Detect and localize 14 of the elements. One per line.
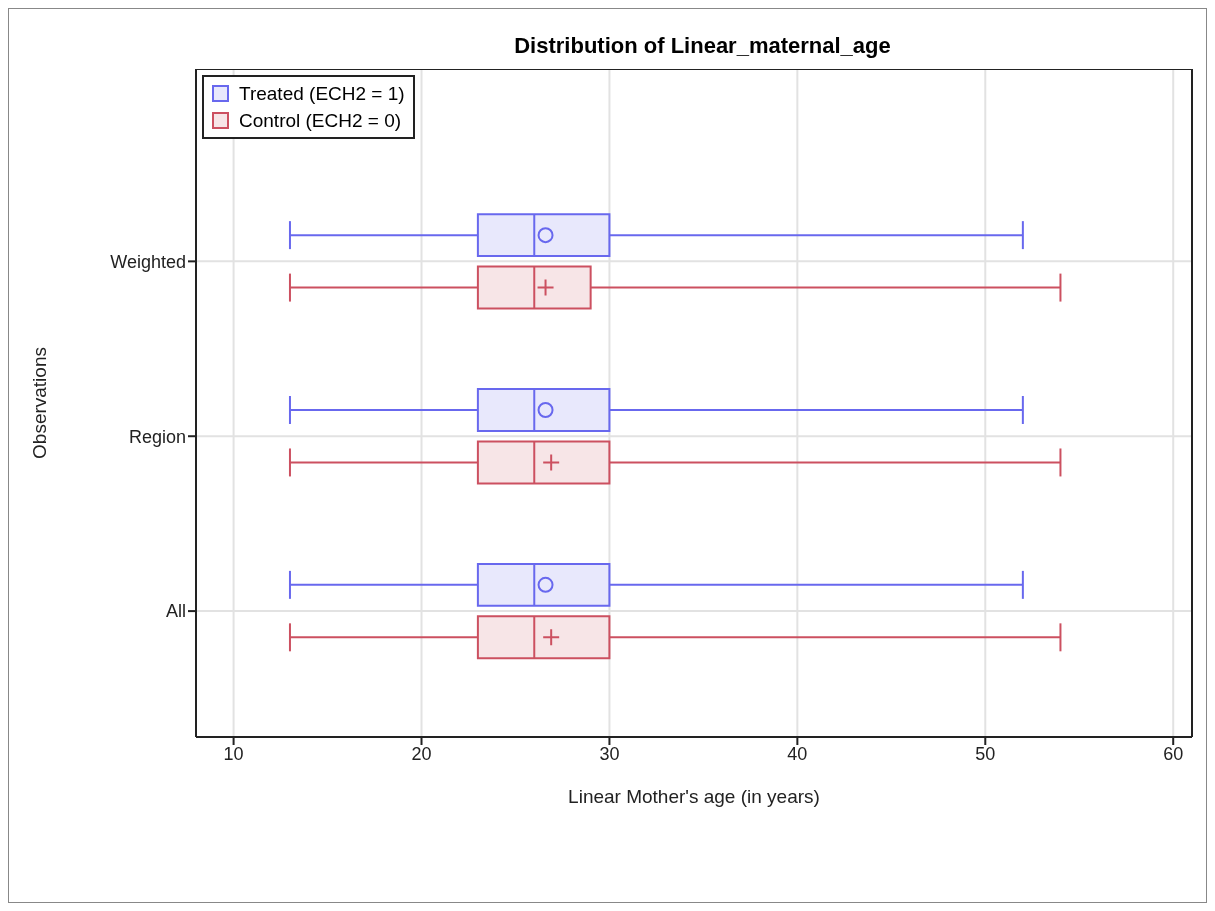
- legend-label: Control (ECH2 = 0): [239, 109, 402, 133]
- y-axis-title: Observations: [28, 347, 50, 459]
- x-tick-label: 50: [975, 743, 996, 764]
- x-axis-title: Linear Mother's age (in years): [568, 786, 820, 807]
- legend-label: Treated (ECH2 = 1): [239, 82, 405, 106]
- chart-title: Distribution of Linear_maternal_age: [513, 32, 892, 60]
- x-tick-label: 10: [223, 743, 244, 764]
- x-tick-label: 20: [411, 743, 432, 764]
- y-tick-label: Region: [128, 426, 186, 447]
- x-tick-label: 40: [787, 743, 808, 764]
- x-tick-label: 60: [1163, 743, 1184, 764]
- y-tick-label: Weighted: [110, 251, 186, 272]
- y-tick-label: All: [165, 601, 186, 622]
- x-tick-label: 30: [599, 743, 620, 764]
